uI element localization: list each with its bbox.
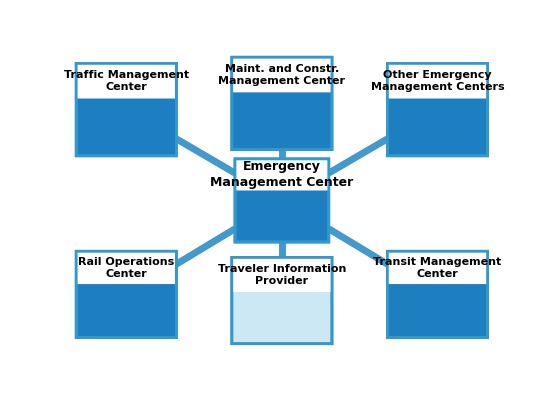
Text: Emergency
Management Center: Emergency Management Center [210,160,354,189]
FancyBboxPatch shape [235,159,329,242]
FancyBboxPatch shape [387,251,487,284]
Text: Rail Operations
Center: Rail Operations Center [78,257,174,279]
FancyBboxPatch shape [232,258,332,292]
FancyBboxPatch shape [387,64,487,98]
FancyBboxPatch shape [232,258,332,344]
FancyBboxPatch shape [387,64,487,156]
FancyBboxPatch shape [76,64,177,156]
Text: Transit Management
Center: Transit Management Center [373,257,502,279]
FancyBboxPatch shape [76,64,177,98]
FancyBboxPatch shape [235,159,329,190]
Text: Maint. and Constr.
Management Center: Maint. and Constr. Management Center [218,64,345,86]
FancyBboxPatch shape [232,57,332,150]
FancyBboxPatch shape [387,251,487,338]
Text: Traffic Management
Center: Traffic Management Center [64,70,189,92]
FancyBboxPatch shape [76,251,177,284]
Text: Traveler Information
Provider: Traveler Information Provider [218,264,346,286]
FancyBboxPatch shape [232,57,332,92]
Text: Other Emergency
Management Centers: Other Emergency Management Centers [371,70,504,92]
FancyBboxPatch shape [76,251,177,338]
